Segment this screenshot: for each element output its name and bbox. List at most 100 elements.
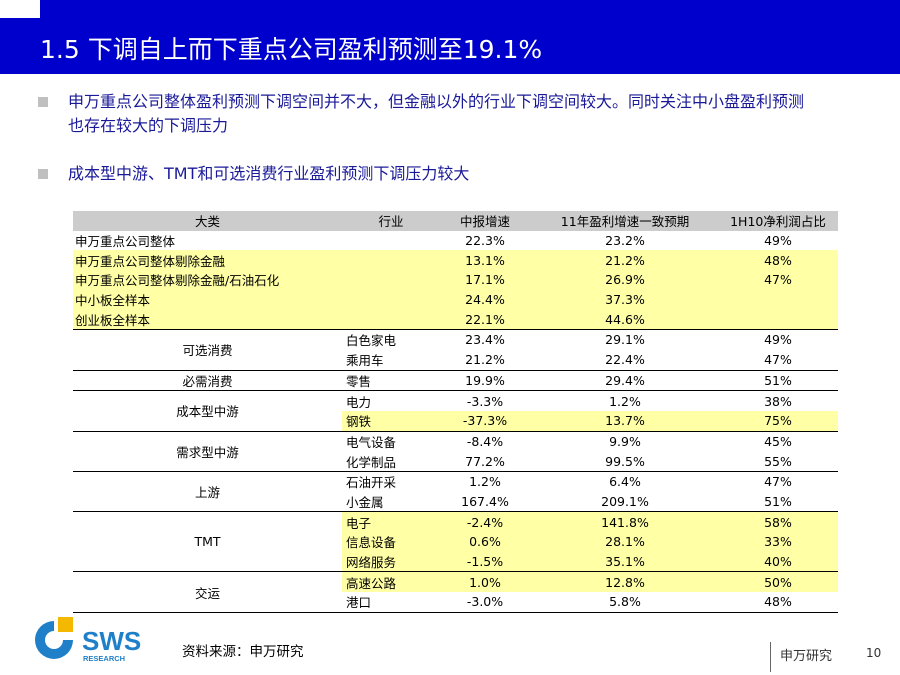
page-title: 1.5 下调自上而下重点公司盈利预测至19.1%	[40, 35, 543, 64]
forecast-cell: 35.1%	[532, 551, 718, 573]
table-row: 信息设备 0.6% 28.1% 33%	[73, 532, 838, 552]
forecast-cell: 28.1%	[532, 532, 718, 552]
interim-growth-cell: -1.5%	[438, 551, 532, 573]
category-cell: 中小板全样本	[73, 289, 438, 310]
bullet-text: 申万重点公司整体盈利预测下调空间并不大，但金融以外的行业下调空间较大。同时关注中…	[68, 92, 805, 135]
table-row: 乘用车 21.2% 22.4% 47%	[73, 349, 838, 371]
industry-cell: 网络服务	[342, 551, 438, 573]
title-bar	[0, 18, 900, 74]
header-profit-share: 1H10净利润占比	[718, 211, 838, 231]
table-row: 上游 石油开采 1.2% 6.4% 47%	[73, 470, 838, 513]
industry-cell: 化学制品	[342, 451, 438, 472]
group-cell: 可选消费	[73, 329, 342, 371]
forecast-cell: 21.2%	[532, 250, 718, 271]
interim-growth-cell: 17.1%	[438, 270, 532, 290]
industry-cell: 电子	[342, 511, 438, 532]
forecast-cell: 5.8%	[532, 592, 718, 613]
interim-growth-cell: 13.1%	[438, 250, 532, 271]
profit-share-cell: 48%	[718, 592, 838, 613]
industry-cell: 电力	[342, 390, 438, 411]
interim-growth-cell: 23.4%	[438, 329, 532, 350]
forecast-cell: 22.4%	[532, 349, 718, 371]
bullet-square-icon	[38, 169, 48, 179]
table-row: 需求型中游 电气设备 -8.4% 9.9% 45%	[73, 430, 838, 472]
bullet-text: 成本型中游、TMT和可选消费行业盈利预测下调压力较大	[68, 164, 470, 183]
sws-logo-icon: SWS RESEARCH	[35, 617, 141, 663]
interim-growth-cell: 1.2%	[438, 470, 532, 492]
group-cell: 成本型中游	[73, 390, 342, 432]
category-cell: 申万重点公司整体剔除金融/石油石化	[73, 270, 438, 290]
footer-divider	[770, 642, 771, 672]
group-cell: 上游	[73, 470, 342, 513]
category-cell: 创业板全样本	[73, 309, 438, 331]
forecast-cell: 6.4%	[532, 470, 718, 492]
logo-subtext: RESEARCH	[83, 654, 125, 663]
interim-growth-cell: 22.1%	[438, 309, 532, 331]
profit-share-cell: 40%	[718, 551, 838, 573]
forecast-cell: 26.9%	[532, 270, 718, 290]
forecast-cell: 141.8%	[532, 511, 718, 532]
header-category: 大类	[73, 211, 342, 231]
bullet-1: 申万重点公司整体盈利预测下调空间并不大，但金融以外的行业下调空间较大。同时关注中…	[38, 90, 858, 138]
table-row: 申万重点公司整体剔除金融/石油石化 17.1% 26.9% 47%	[73, 270, 838, 290]
table-row: 化学制品 77.2% 99.5% 55%	[73, 451, 838, 472]
industry-cell: 港口	[342, 592, 438, 613]
profit-share-cell	[718, 309, 838, 331]
interim-growth-cell: -2.4%	[438, 511, 532, 532]
table-row: 港口 -3.0% 5.8% 48%	[73, 592, 838, 613]
industry-cell: 零售	[342, 369, 438, 392]
profit-share-cell: 47%	[718, 349, 838, 371]
forecast-cell: 99.5%	[532, 451, 718, 472]
forecast-cell: 12.8%	[532, 571, 718, 593]
forecast-cell: 29.1%	[532, 329, 718, 350]
table-row: 申万重点公司整体剔除金融 13.1% 21.2% 48%	[73, 250, 838, 271]
interim-growth-cell: 24.4%	[438, 289, 532, 310]
title-bar-top-strip	[40, 0, 900, 18]
profit-share-cell: 58%	[718, 511, 838, 532]
profit-share-cell: 50%	[718, 571, 838, 593]
forecast-cell: 37.3%	[532, 289, 718, 310]
category-cell: 申万重点公司整体	[75, 234, 176, 250]
group-cell: 交运	[73, 571, 342, 613]
group-cell: 需求型中游	[73, 430, 342, 472]
forecast-cell: 13.7%	[532, 410, 718, 432]
category-cell: 申万重点公司整体剔除金融	[73, 250, 438, 271]
group-cell: TMT	[73, 511, 342, 573]
bullet-2: 成本型中游、TMT和可选消费行业盈利预测下调压力较大	[38, 162, 858, 186]
table-row: 中小板全样本 24.4% 37.3%	[73, 289, 838, 310]
industry-cell: 乘用车	[342, 349, 438, 371]
profit-share-cell: 45%	[718, 430, 838, 452]
table-header-row: 大类 行业 中报增速 11年盈利增速一致预期 1H10净利润占比	[73, 211, 838, 231]
forecast-cell: 209.1%	[532, 491, 718, 513]
forecast-cell: 9.9%	[532, 430, 718, 452]
profit-share-cell: 55%	[718, 451, 838, 472]
group-cell: 必需消费	[73, 369, 342, 392]
profit-share-cell: 47%	[718, 470, 838, 492]
industry-cell: 石油开采	[342, 470, 438, 492]
table-row: 必需消费 零售 19.9% 29.4% 51%	[73, 369, 838, 392]
interim-growth-cell: 21.2%	[438, 349, 532, 371]
header-industry: 行业	[342, 211, 438, 231]
logo-text: SWS	[82, 626, 141, 656]
profit-share-cell: 49%	[718, 329, 838, 350]
table-row: 钢铁 -37.3% 13.7% 75%	[73, 410, 838, 432]
interim-growth-cell: -37.3%	[438, 410, 532, 432]
interim-growth-cell: 167.4%	[438, 491, 532, 513]
table-row: 创业板全样本 22.1% 44.6%	[73, 309, 838, 331]
interim-growth-cell: 0.6%	[438, 532, 532, 552]
profit-share-cell	[718, 289, 838, 310]
earnings-table: 大类 行业 中报增速 11年盈利增速一致预期 1H10净利润占比 申万重点公司整…	[73, 211, 838, 613]
industry-cell: 电气设备	[342, 430, 438, 452]
header-2011-forecast: 11年盈利增速一致预期	[532, 211, 718, 231]
table-row: 申万重点公司整体 22.3% 23.2% 49%	[73, 231, 838, 251]
profit-share-cell: 33%	[718, 532, 838, 552]
interim-growth-cell: -3.0%	[438, 592, 532, 613]
interim-growth-cell: 77.2%	[438, 451, 532, 472]
industry-cell: 高速公路	[342, 571, 438, 593]
source-note: 资料来源：申万研究	[182, 644, 304, 660]
industry-cell: 白色家电	[342, 329, 438, 350]
interim-growth-cell: 19.9%	[438, 369, 532, 392]
table-row: 交运 高速公路 1.0% 12.8% 50%	[73, 571, 838, 613]
forecast-cell: 23.2%	[605, 233, 645, 249]
table-row: TMT 电子 -2.4% 141.8% 58%	[73, 511, 838, 573]
